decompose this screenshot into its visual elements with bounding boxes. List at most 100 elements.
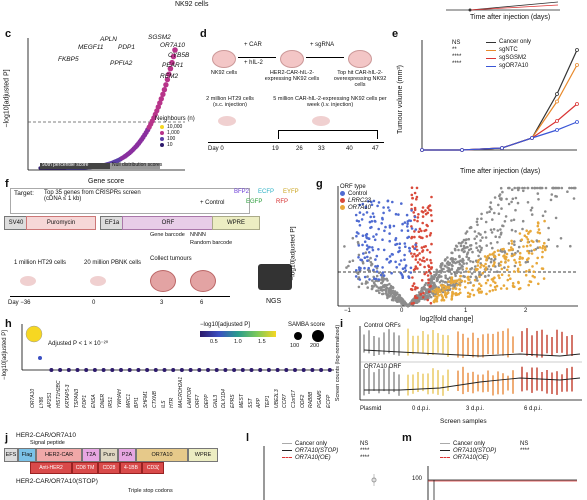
timeline-day: 19 [272, 146, 279, 152]
gene-label: PDP1 [118, 44, 135, 51]
sig-mark: NS [452, 40, 461, 46]
cell3-label: Top hit CAR-hIL-2-overexpressing NK92 ce… [333, 70, 387, 88]
gene-label: SHFM1 [143, 391, 150, 408]
control-point [384, 225, 387, 229]
volcano-point [364, 282, 368, 285]
series-point [575, 48, 579, 52]
control-point [406, 236, 409, 240]
volcano-point [464, 241, 468, 245]
gene-label: MACROH2A1 [177, 376, 184, 408]
volcano-point [414, 299, 418, 303]
sig-mark: **** [452, 61, 462, 67]
series-point [555, 99, 559, 104]
volcano-point [473, 230, 477, 233]
or7a10-point [507, 259, 510, 262]
sig-mark: ** [452, 47, 457, 53]
volcano-point [497, 262, 501, 265]
volcano-point [471, 250, 474, 254]
gene-point [188, 368, 193, 372]
or7a10-point [450, 297, 454, 300]
lrrc23-point [410, 235, 414, 239]
volcano-point [510, 228, 514, 232]
series-point [575, 102, 579, 106]
gene-label: SST [247, 398, 254, 408]
panel-l-label: l [246, 432, 250, 444]
or7a10-point [531, 274, 535, 278]
volcano-point [426, 295, 430, 299]
or7a10-point [516, 267, 520, 271]
step-hil2-label: + hIL-2 [244, 60, 263, 66]
control-egfp: EGFP [246, 199, 263, 205]
or7a10-point [458, 284, 462, 287]
volcano-point [451, 261, 455, 264]
volcano-point [380, 292, 384, 296]
volcano-point [501, 224, 504, 227]
volcano-point [500, 207, 503, 210]
volcano-point [497, 212, 501, 215]
control-point [382, 274, 386, 277]
volcano-point [398, 294, 402, 297]
lrrc23-point [412, 268, 416, 272]
control-point [414, 228, 418, 231]
control-point [400, 202, 403, 205]
or7a10-point [520, 238, 524, 241]
or7a10-point [507, 265, 510, 269]
legend-label: sgNTC [499, 47, 518, 53]
gene-point [101, 368, 106, 372]
panel-i-plot [359, 326, 582, 401]
panel-i-xlabel: Screen samples [440, 418, 487, 425]
volcano-point [484, 275, 487, 278]
volcano-point [371, 279, 374, 282]
nnnn-label: NNNN [190, 232, 206, 238]
control-point [382, 211, 385, 215]
control-point [388, 209, 391, 212]
car-domain: CD3ζ [142, 462, 164, 474]
or7a10-point [484, 268, 487, 272]
or7a10-point [454, 287, 457, 290]
panel-g-legend: ORF type Control LRRC23 OR7A10 [340, 184, 371, 211]
or7a10-point [491, 264, 495, 268]
gene-label: PDP1 [82, 394, 89, 408]
legend-swatch [486, 41, 496, 43]
volcano-point [351, 236, 355, 240]
lrrc23-point [422, 245, 426, 249]
panel-c-label: c [5, 28, 12, 40]
gene-label: CCR7 [282, 394, 289, 408]
panel-f-diagram: Target: Top 35 genes from CRISPRs screen… [0, 180, 310, 335]
volcano-point [493, 196, 497, 199]
or7a10-point [481, 271, 484, 275]
gene-point [127, 368, 132, 372]
volcano-point [418, 297, 421, 300]
volcano-point [378, 291, 381, 295]
volcano-point [461, 265, 464, 268]
lrrc23-point [429, 301, 433, 305]
legend-label: Cancer only [453, 440, 486, 447]
g-legend-item: Control [340, 190, 371, 197]
or7a10-point [524, 273, 528, 277]
or7a10-point [497, 253, 501, 257]
gene-point [110, 368, 115, 372]
sig-mark: **** [360, 455, 370, 461]
gene-point [249, 368, 254, 372]
volcano-point [461, 240, 464, 244]
volcano-point [499, 228, 502, 231]
or7a10-point [533, 248, 536, 252]
panel-c-plot [27, 38, 185, 171]
control-point [398, 263, 401, 266]
panel-d-diagram: + CAR + hIL-2 + sgRNA NK92 cells HER2-CA… [200, 30, 390, 170]
volcano-point [487, 265, 491, 268]
gene-label: MEST [238, 394, 245, 408]
gene-point [319, 368, 324, 372]
volcano-point [458, 267, 461, 271]
or7a10-point [541, 244, 545, 248]
volcano-point [444, 276, 447, 280]
gene-barcode-label: Gene barcode [150, 232, 185, 238]
h-second-point [38, 356, 42, 360]
volcano-point [494, 265, 497, 268]
gene-label: LY86 [38, 396, 45, 408]
volcano-point [370, 284, 374, 288]
top-caption-right: Time after injection (days) [470, 14, 551, 21]
volcano-point [478, 245, 481, 248]
legend-dot [160, 137, 164, 141]
or7a10-point [476, 264, 480, 267]
